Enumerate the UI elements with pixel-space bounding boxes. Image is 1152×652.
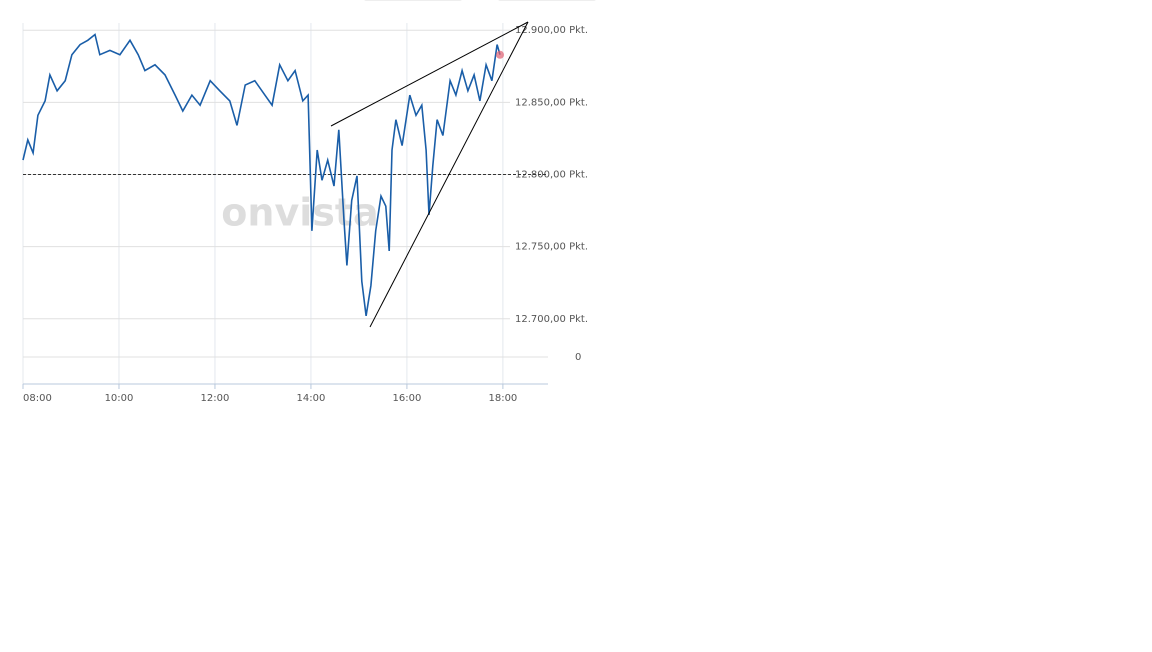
x-tick-label: 12:00 bbox=[201, 393, 230, 404]
y-tick-label: 12.850,00 Pkt. bbox=[515, 97, 588, 108]
volume-tick-label: 0 bbox=[575, 352, 581, 363]
trend-line bbox=[330, 21, 529, 127]
y-tick-label: 12.700,00 Pkt. bbox=[515, 314, 588, 325]
y-tick-label: 12.900,00 Pkt. bbox=[515, 25, 588, 36]
x-tick-label: 14:00 bbox=[297, 393, 326, 404]
watermark: onvista bbox=[221, 191, 378, 235]
last-point bbox=[496, 50, 505, 59]
trend-line bbox=[369, 21, 529, 328]
y-tick-label: 12.800,00 Pkt. bbox=[515, 170, 588, 181]
price-line bbox=[22, 33, 501, 317]
x-tick-label: 08:00 bbox=[23, 393, 52, 404]
x-tick-label: 16:00 bbox=[392, 393, 421, 404]
y-tick-label: 12.750,00 Pkt. bbox=[515, 242, 588, 253]
grid bbox=[22, 23, 548, 384]
x-tick-label: 18:00 bbox=[488, 393, 517, 404]
x-tick-label: 10:00 bbox=[105, 393, 134, 404]
